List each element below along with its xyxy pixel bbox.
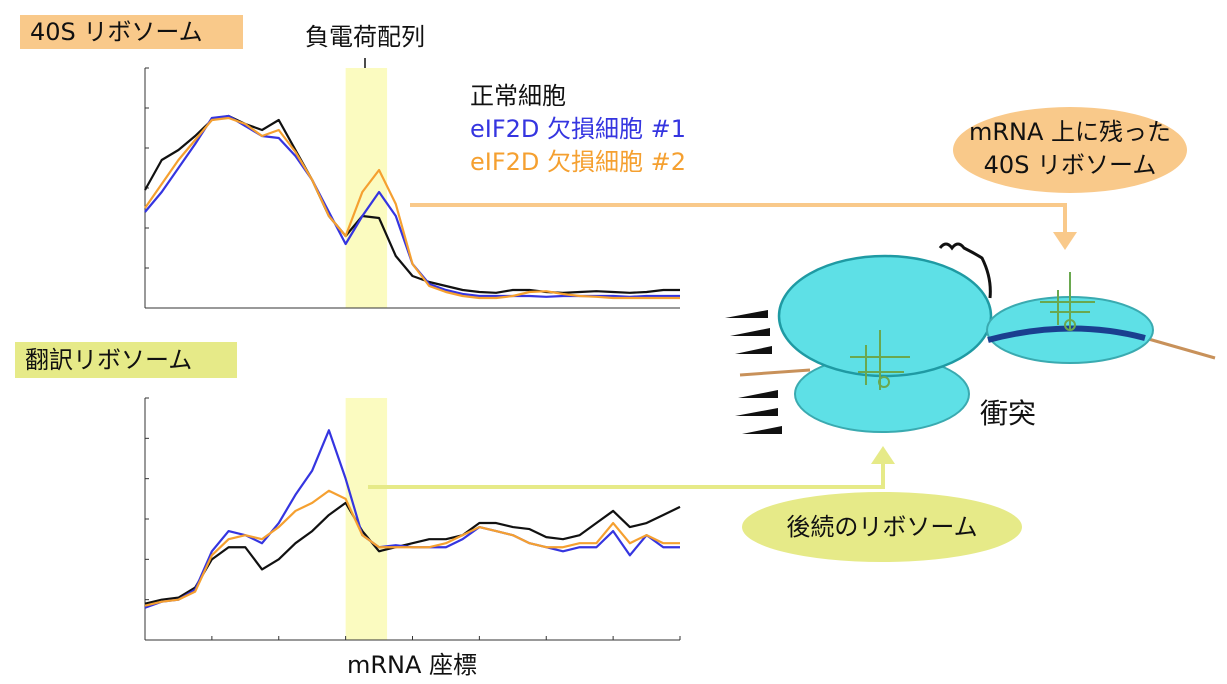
mrna xyxy=(740,370,810,375)
legend-label: eIF2D 欠損細胞 #1 xyxy=(470,115,686,143)
highlight-band xyxy=(346,398,387,640)
legend-label: 正常細胞 xyxy=(470,82,566,110)
chart-title: 40S リボソーム xyxy=(30,18,203,46)
callout-text: 後続のリボソーム xyxy=(786,513,977,541)
line xyxy=(145,430,680,607)
annotation: 負電荷配列 xyxy=(305,23,425,51)
mrna xyxy=(1145,338,1215,358)
chart-title: 翻訳リボソーム xyxy=(25,346,192,374)
arrow-head xyxy=(871,446,895,464)
figure: 40S リボソーム 翻訳リボソーム 負電荷配列 mRNA 座標 正常細胞 eIF2… xyxy=(0,0,1227,684)
callout-text: 40S リボソーム xyxy=(984,151,1157,179)
line xyxy=(145,503,680,604)
collision-label: 衝突 xyxy=(980,397,1036,430)
x-axis-label: mRNA 座標 xyxy=(347,651,477,679)
arrow xyxy=(368,458,883,487)
arrow xyxy=(410,205,1065,238)
line xyxy=(145,118,680,298)
callout-text: mRNA 上に残った xyxy=(969,118,1171,146)
line xyxy=(145,491,680,606)
arrow-head xyxy=(1053,232,1077,250)
legend-label: eIF2D 欠損細胞 #2 xyxy=(470,148,686,176)
